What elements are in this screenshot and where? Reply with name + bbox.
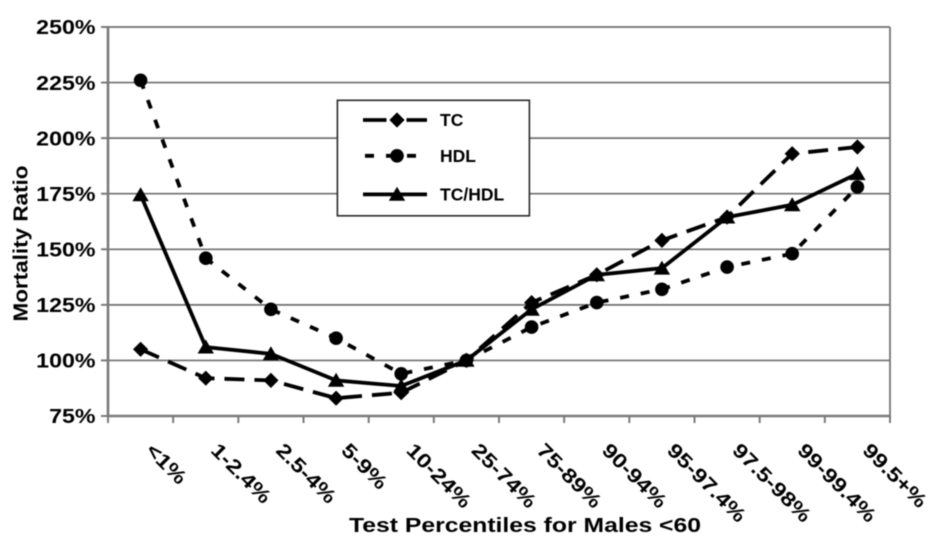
svg-text:225%: 225% xyxy=(36,73,96,95)
svg-text:TC/HDL: TC/HDL xyxy=(440,185,504,205)
svg-text:75%: 75% xyxy=(49,406,96,428)
svg-text:Test Percentiles for Males <60: Test Percentiles for Males <60 xyxy=(349,514,701,537)
svg-text:175%: 175% xyxy=(36,184,96,206)
svg-text:HDL: HDL xyxy=(440,146,476,166)
svg-text:TC: TC xyxy=(440,110,464,130)
svg-text:Mortality Ratio: Mortality Ratio xyxy=(10,166,33,322)
svg-text:200%: 200% xyxy=(36,128,96,150)
svg-text:150%: 150% xyxy=(36,240,96,262)
svg-text:100%: 100% xyxy=(36,351,96,373)
svg-text:250%: 250% xyxy=(36,17,96,39)
svg-text:125%: 125% xyxy=(36,295,96,317)
